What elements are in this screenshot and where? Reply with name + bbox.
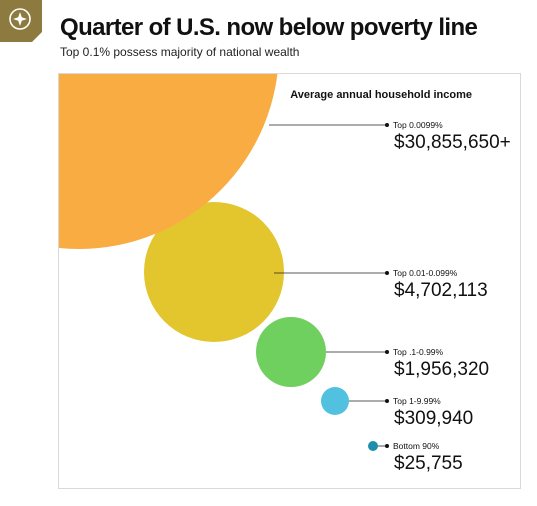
series-name-bottom-90: Bottom 90%	[393, 441, 440, 451]
leader-dot-top-1-9-99	[385, 399, 389, 403]
page-title: Quarter of U.S. now below poverty line	[60, 14, 477, 42]
series-value-bottom-90: $25,755	[394, 453, 463, 474]
series-value-top-0-01-0-099: $4,702,113	[394, 280, 488, 301]
bubble-top-1-9-99	[321, 387, 349, 415]
compass-star-icon	[10, 9, 30, 29]
leader-dot-top-0-0099	[385, 123, 389, 127]
series-value-top-0-0099: $30,855,650+	[394, 132, 511, 153]
leader-dot-top-1-0-99	[385, 350, 389, 354]
chart-title: Average annual household income	[290, 89, 472, 101]
chart-frame: Average annual household income Top 0.00…	[58, 73, 521, 489]
section-badge	[0, 0, 42, 42]
series-name-top-1-0-99: Top .1-0.99%	[393, 347, 444, 357]
series-value-top-1-9-99: $309,940	[394, 408, 473, 429]
income-bubble-chart: Average annual household income Top 0.00…	[59, 74, 520, 488]
page-subtitle: Top 0.1% possess majority of national we…	[60, 45, 299, 59]
series-name-top-0-0099: Top 0.0099%	[393, 120, 443, 130]
series-name-top-0-01-0-099: Top 0.01-0.099%	[393, 268, 458, 278]
series-name-top-1-9-99: Top 1-9.99%	[393, 396, 441, 406]
leader-dot-top-0-01-0-099	[385, 271, 389, 275]
series-value-top-1-0-99: $1,956,320	[394, 359, 489, 380]
bubble-top-1-0-99	[256, 317, 326, 387]
leader-dot-bottom-90	[385, 444, 389, 448]
bubble-bottom-90	[368, 441, 378, 451]
